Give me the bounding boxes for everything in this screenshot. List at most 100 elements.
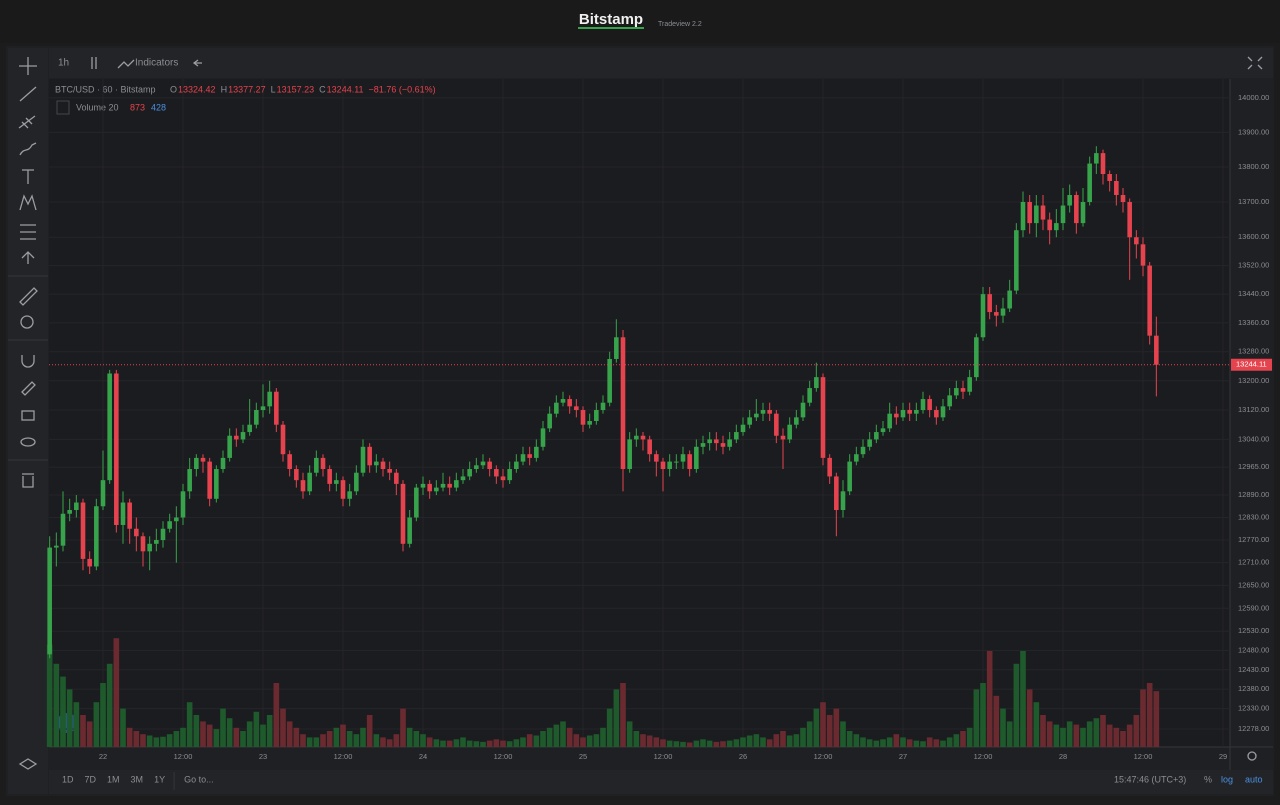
volume-bar [540, 731, 546, 747]
candle-body [507, 469, 512, 481]
volume-bar [260, 724, 266, 747]
volume-bar [626, 721, 633, 747]
pattern-tool[interactable] [19, 194, 37, 211]
candle-body [867, 439, 872, 447]
tool-icons [18, 56, 1263, 770]
crosshair-tool[interactable] [19, 57, 37, 75]
candle-body [187, 469, 192, 492]
candle-body [300, 480, 306, 492]
settings[interactable] [1247, 751, 1257, 761]
volume-bar [346, 731, 353, 747]
y-tick-label: 13600.00 [1238, 232, 1269, 241]
auto-toggle[interactable]: auto [1245, 774, 1263, 784]
candle-body [560, 399, 566, 403]
candle-body [874, 432, 879, 440]
prediction-tool[interactable] [20, 224, 36, 240]
candle-body [1154, 335, 1159, 365]
range-button[interactable]: 3M [131, 774, 144, 784]
toolbar-icons[interactable] [91, 57, 135, 69]
candle-body [54, 545, 59, 548]
y-tick-label: 13900.00 [1238, 127, 1269, 136]
range-button[interactable]: 7D [85, 774, 97, 784]
lock-draw-tool[interactable] [21, 381, 36, 396]
layers-tool[interactable] [18, 758, 38, 770]
candle-body [700, 443, 706, 447]
candle-body [1040, 205, 1046, 220]
volume-bar [1020, 651, 1026, 747]
volume-bar [966, 727, 973, 747]
indicators-button[interactable]: Indicators [135, 58, 178, 69]
volume-bar [333, 727, 340, 747]
volume-bar [1113, 727, 1120, 747]
goto-button[interactable]: Go to... [184, 774, 214, 784]
candle-body [947, 395, 952, 407]
volume-bar [153, 737, 160, 747]
candle-body [687, 454, 692, 470]
y-tick-label: 13440.00 [1238, 289, 1269, 298]
candle-body [654, 454, 659, 462]
trendline-tool[interactable] [19, 86, 37, 102]
volume-bar [953, 734, 960, 747]
candle-body [100, 480, 106, 507]
interval[interactable]: 1h [58, 58, 69, 69]
ruler-tool[interactable] [19, 287, 38, 306]
visibility-tool[interactable] [20, 437, 36, 447]
undo[interactable] [192, 59, 202, 67]
lock-tool[interactable] [21, 410, 35, 421]
brush-tool[interactable] [19, 142, 37, 156]
fullscreen[interactable] [1247, 56, 1263, 70]
candle-body [760, 410, 766, 414]
log-toggle[interactable]: log [1221, 774, 1233, 784]
range-button[interactable]: 1Y [154, 774, 165, 784]
x-tick-label: 26 [739, 752, 747, 761]
volume-bar [373, 734, 380, 747]
candle-body [534, 446, 539, 458]
candle-body [194, 457, 199, 470]
range-button[interactable]: 1M [107, 774, 120, 784]
candle-body [114, 373, 119, 525]
x-tick-label: 29 [1219, 752, 1227, 761]
candle-body [374, 461, 379, 466]
volume-bar [813, 708, 820, 747]
candle-body [1027, 202, 1032, 224]
y-tick-label: 12430.00 [1238, 665, 1269, 674]
candle-body [680, 454, 686, 462]
candle-body [427, 483, 432, 492]
legend-toggle[interactable] [56, 100, 70, 115]
y-tick-label: 12830.00 [1238, 512, 1269, 521]
brand[interactable]: Bitstamp [579, 11, 643, 28]
candle-body [60, 513, 66, 546]
volume-bar [866, 739, 873, 747]
candle-body [974, 337, 979, 378]
volume-bar [1073, 724, 1080, 747]
range-button[interactable]: 1D [62, 774, 74, 784]
magnet-tool[interactable] [21, 355, 35, 368]
icon-tool[interactable] [21, 251, 35, 264]
volume-bar [980, 683, 986, 747]
volume-bar [766, 739, 773, 747]
volume-bar [753, 734, 760, 747]
volume-bar [1120, 731, 1126, 747]
x-tick-label: 12:00 [494, 752, 513, 761]
candle-body [660, 461, 666, 470]
volume-bar [586, 735, 593, 747]
volume-bar [80, 715, 86, 747]
header-bar [0, 0, 1280, 43]
y-tick-label: 12278.00 [1238, 724, 1269, 733]
volume-bar [580, 737, 586, 747]
fib-tool[interactable] [18, 115, 36, 129]
volume-bar [193, 715, 200, 747]
candle-body [1054, 223, 1059, 231]
text-tool[interactable] [22, 169, 34, 184]
volume-bar [86, 721, 93, 747]
candle-body [814, 377, 819, 389]
delete-tool[interactable] [22, 473, 34, 488]
zoom-tool[interactable] [20, 315, 34, 329]
volume-bar [840, 721, 846, 747]
candle-body [440, 483, 446, 488]
percent-toggle[interactable]: % [1204, 774, 1212, 784]
change: −81.76 (−0.61%) [369, 84, 436, 94]
volume-bar [93, 702, 100, 747]
candle-body [487, 461, 492, 470]
